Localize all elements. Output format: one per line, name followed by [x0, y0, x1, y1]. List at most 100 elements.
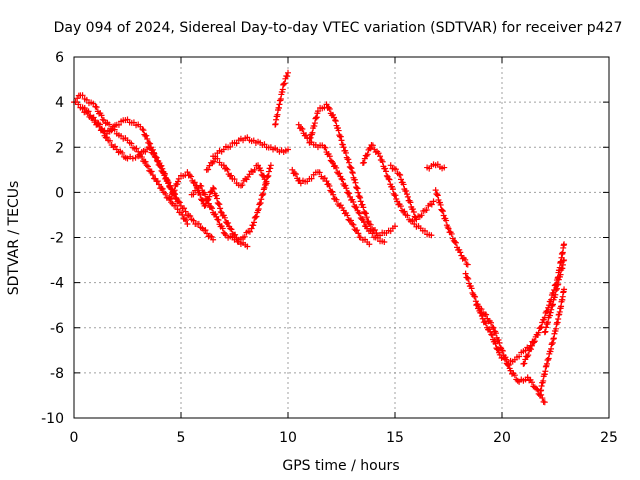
data-point-track-i — [381, 239, 388, 246]
data-point-track-i — [333, 164, 340, 171]
data-point-track-j — [352, 179, 359, 186]
data-point-track-a — [128, 140, 135, 147]
data-point-track-n — [441, 164, 448, 171]
data-point-track-c — [129, 155, 136, 162]
data-point-track-o — [445, 225, 452, 232]
data-point-track-o — [462, 256, 469, 263]
data-point-track-d — [201, 202, 208, 209]
data-point-track-e — [256, 201, 263, 208]
data-point-track-e — [213, 213, 220, 220]
data-point-track-i — [360, 219, 367, 226]
data-point-track-q — [478, 306, 485, 313]
data-point-track-a — [144, 163, 151, 170]
data-point-track-c — [148, 149, 155, 156]
data-point-track-j — [392, 223, 398, 230]
data-point-track-k — [308, 175, 315, 182]
data-point-track-l — [367, 145, 374, 152]
data-point-track-c — [165, 179, 172, 186]
data-point-track-e — [253, 213, 260, 220]
data-point-track-k — [329, 188, 336, 195]
x-tick-label: 15 — [386, 430, 404, 446]
data-point-track-o — [452, 239, 459, 246]
data-point-track-c — [112, 143, 119, 150]
data-point-track-f — [260, 172, 267, 179]
data-point-track-e — [265, 168, 272, 175]
x-axis-title: GPS time / hours — [282, 458, 399, 474]
data-point-track-q — [514, 377, 521, 384]
data-point-track-d — [191, 179, 198, 186]
data-point-track-e — [264, 173, 271, 180]
data-point-track-r — [528, 346, 535, 353]
data-point-track-j — [356, 193, 363, 200]
data-point-track-i — [356, 210, 363, 217]
data-point-track-t — [547, 309, 554, 316]
data-point-track-l — [401, 208, 408, 215]
data-point-track-d — [206, 193, 213, 200]
data-point-track-b — [139, 126, 146, 133]
data-point-track-c — [190, 217, 197, 224]
data-point-track-j — [307, 139, 314, 146]
y-axis-title: SDTVAR / TECUs — [6, 181, 22, 296]
data-point-track-o — [432, 187, 439, 194]
data-point-track-j — [354, 185, 361, 192]
data-point-track-e — [258, 196, 265, 203]
data-point-track-d — [213, 195, 220, 202]
data-point-track-l — [379, 158, 386, 165]
data-point-track-m — [400, 181, 407, 188]
data-point-track-j — [349, 169, 356, 176]
data-point-track-e — [219, 225, 226, 232]
data-point-track-e — [202, 191, 209, 198]
data-point-track-a — [148, 168, 155, 175]
data-point-track-e — [212, 211, 219, 218]
x-tick-label: 5 — [177, 430, 186, 446]
data-point-track-d — [171, 187, 178, 194]
data-point-track-p — [516, 353, 523, 360]
data-point-track-o — [464, 261, 471, 268]
data-point-track-c — [136, 152, 143, 159]
data-point-track-j — [357, 194, 364, 201]
data-point-track-m — [423, 206, 430, 213]
data-point-track-c — [175, 198, 182, 205]
data-point-track-e — [205, 200, 212, 207]
data-point-track-c — [79, 105, 86, 112]
data-point-track-l — [360, 159, 367, 166]
data-point-track-f — [228, 172, 235, 179]
data-point-track-j — [357, 198, 364, 205]
data-point-track-q — [539, 395, 546, 402]
data-point-track-d — [244, 243, 251, 250]
data-point-track-p — [492, 340, 499, 347]
data-point-track-q — [505, 361, 512, 368]
data-point-track-j — [340, 144, 347, 151]
data-point-track-j — [311, 120, 318, 127]
data-point-track-l — [409, 217, 416, 224]
data-point-track-f — [263, 180, 270, 187]
data-point-track-d — [216, 201, 223, 208]
data-point-track-a — [149, 172, 156, 179]
data-point-track-j — [323, 101, 330, 108]
data-point-track-c — [96, 123, 103, 130]
data-point-track-c — [181, 205, 188, 212]
data-point-track-j — [353, 184, 360, 191]
data-point-track-a — [133, 145, 140, 152]
data-point-track-c — [187, 212, 194, 219]
data-point-track-j — [362, 210, 369, 217]
data-point-track-p — [462, 270, 469, 277]
data-point-track-h — [285, 69, 291, 76]
data-point-track-r — [561, 241, 568, 248]
data-point-track-c — [147, 145, 154, 152]
data-point-track-a — [90, 100, 97, 107]
data-point-track-c — [145, 144, 152, 151]
data-point-track-j — [312, 115, 319, 122]
data-point-track-e — [248, 225, 255, 232]
data-point-track-c — [202, 227, 209, 234]
data-point-track-m — [430, 198, 437, 205]
x-tick-label: 25 — [600, 430, 618, 446]
data-point-track-e — [246, 228, 253, 235]
data-point-track-l — [377, 153, 384, 160]
data-point-track-o — [437, 201, 444, 208]
data-point-track-q — [483, 311, 490, 318]
data-point-track-j — [313, 114, 320, 121]
data-point-track-q — [489, 324, 496, 331]
data-point-track-s — [561, 286, 568, 293]
data-point-track-k — [366, 241, 373, 248]
